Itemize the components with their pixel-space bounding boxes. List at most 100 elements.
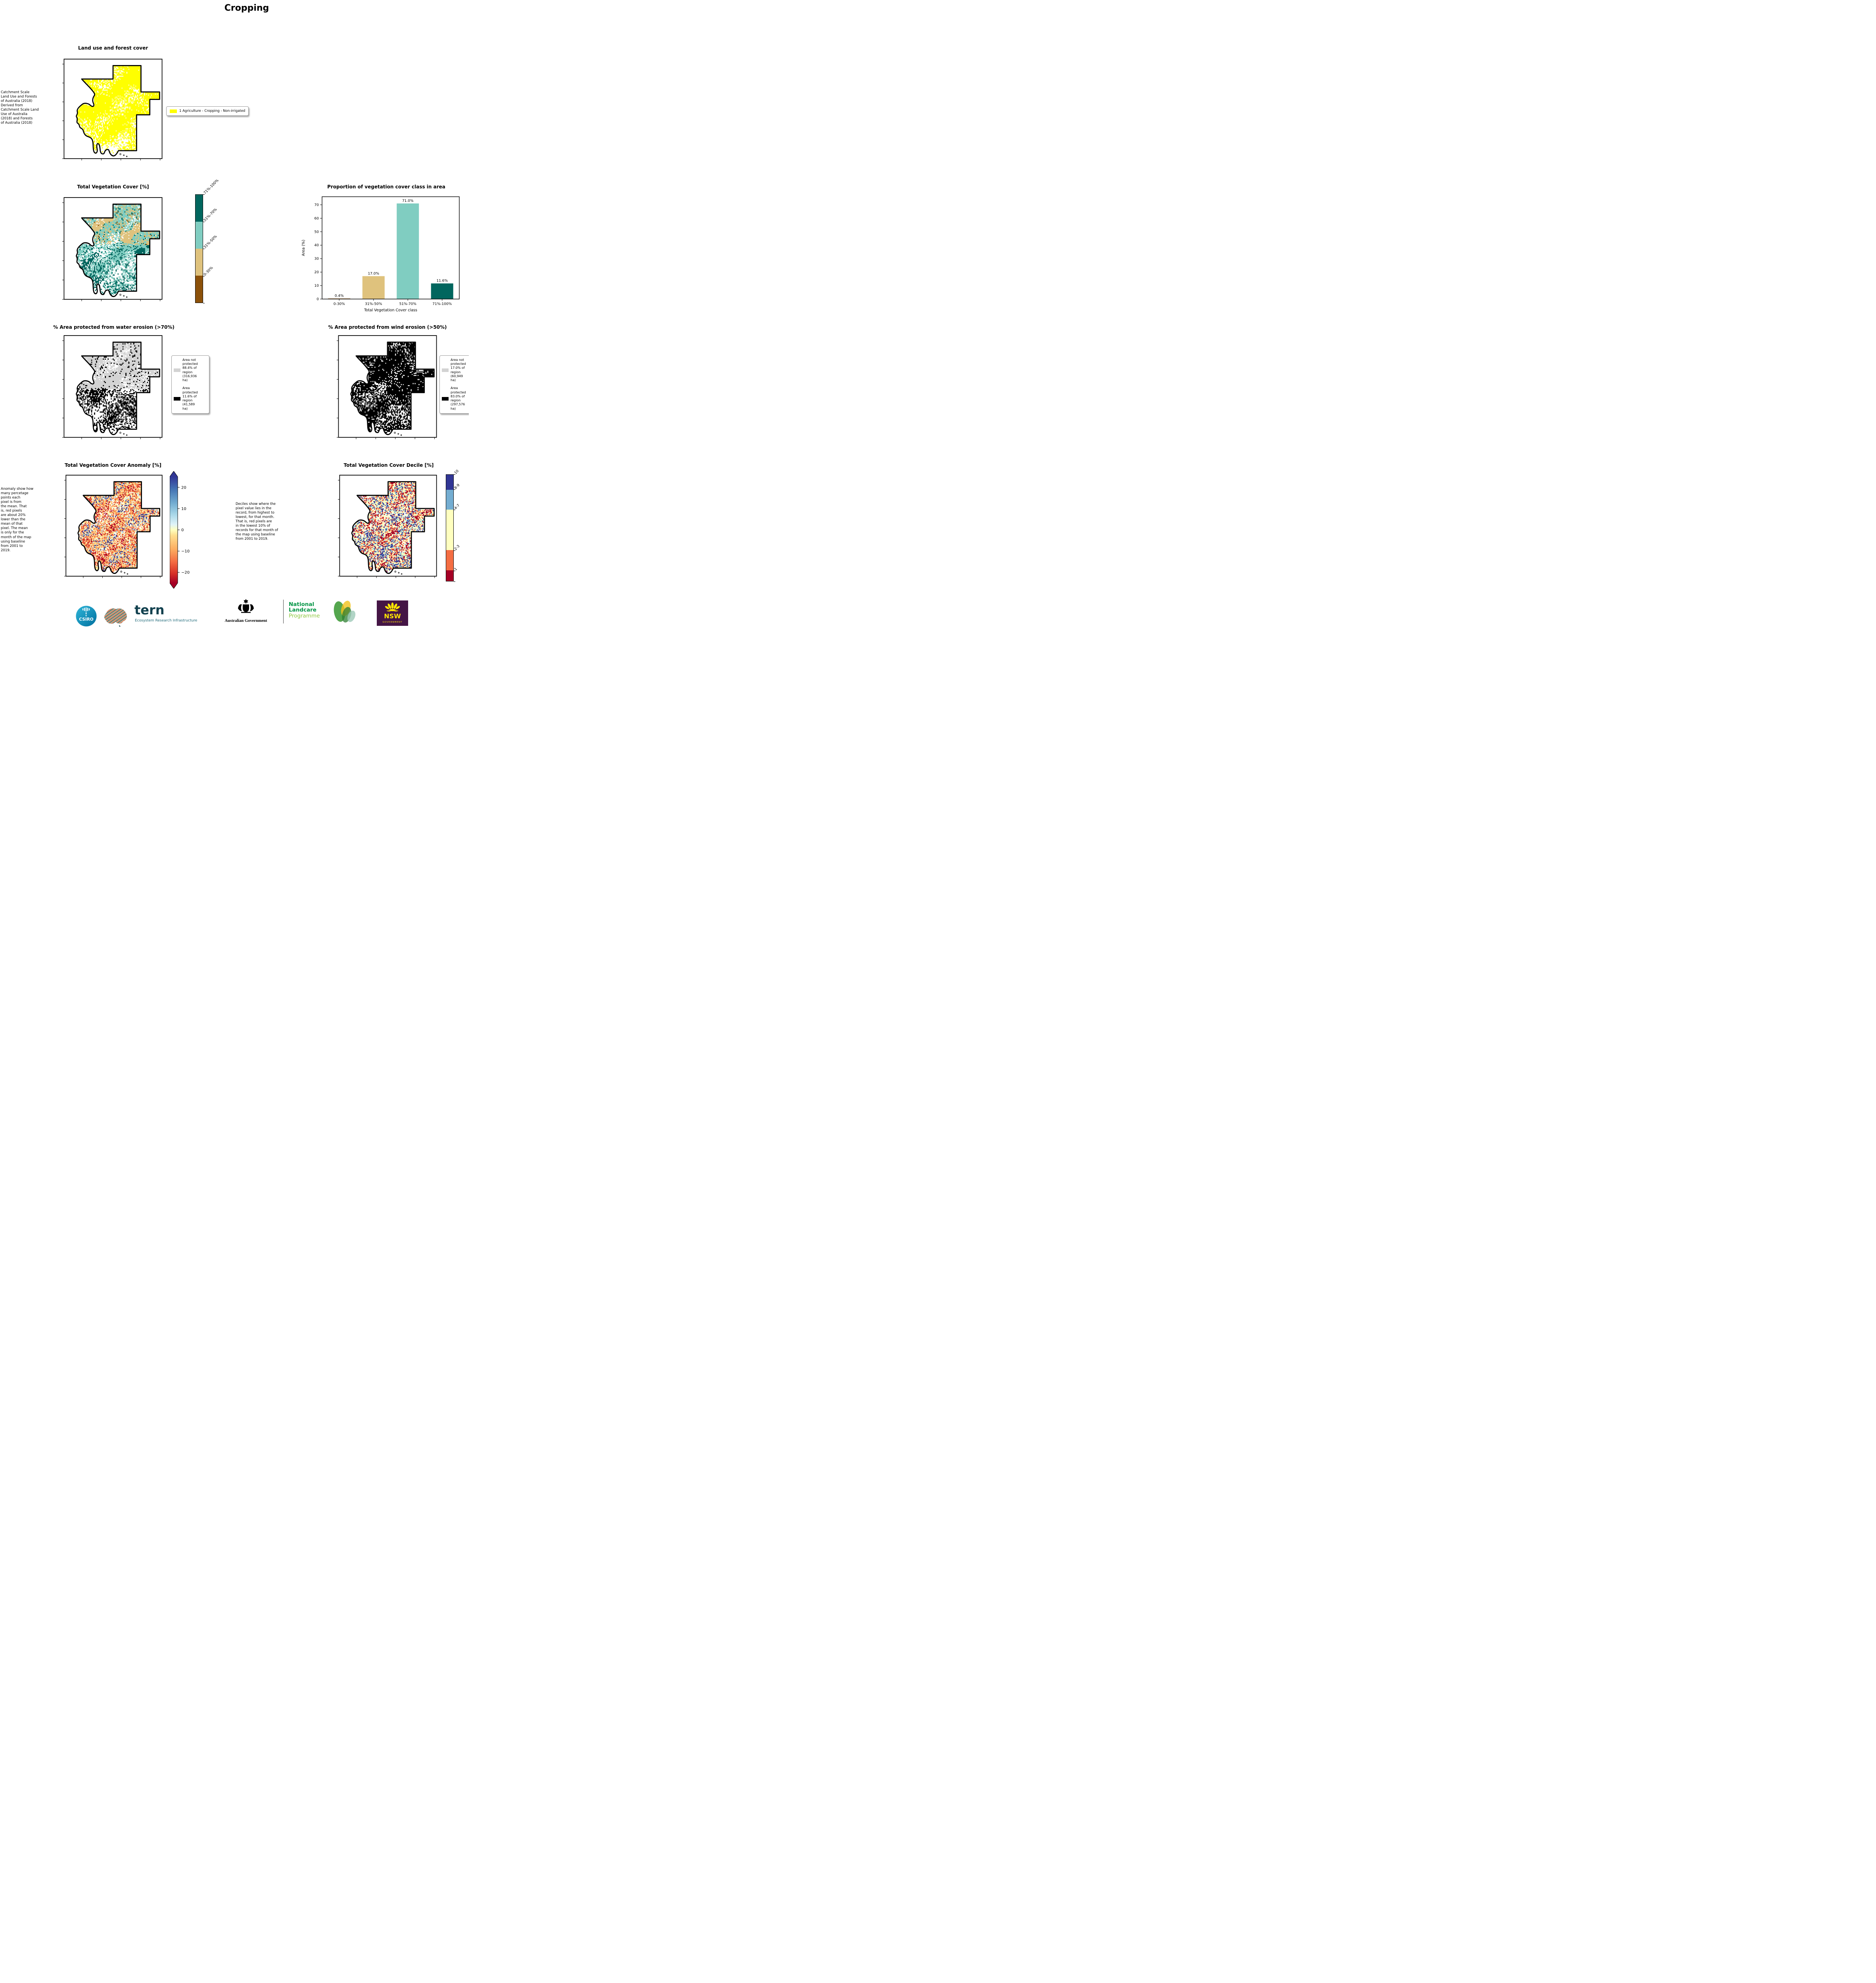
water-protected-label: Area protected 11.6% of region (41,589 h… (182, 386, 198, 410)
map-frame (63, 197, 163, 300)
wind-map-title: % Area protected from wind erosion (>50%… (328, 324, 447, 330)
tvc-colorbar-segment (196, 222, 203, 249)
national-landcare-programme-wordmark: National Landcare Programme (289, 602, 320, 619)
tvc-colorbar-label: 71%-100% (203, 178, 220, 195)
y-tick-label: 40 (315, 244, 319, 247)
decile-colorbar-bar (446, 474, 454, 581)
anomaly-colorbar-bar (170, 471, 178, 589)
y-tick-label: 60 (315, 217, 319, 221)
decile-colorbar-segment (446, 489, 453, 510)
x-tick-label: 0-30% (334, 302, 345, 306)
wind-legend-protected: Area protected 83.0% of region (297,576 … (442, 386, 468, 410)
bar-chart-title: Proportion of vegetation cover class in … (327, 184, 445, 190)
nsw-government-label: GOVERNMENT (382, 621, 402, 623)
landuse-note: Catchment Scale Land Use and Forests of … (1, 90, 39, 125)
axis-ticks (336, 340, 435, 439)
y-tick-label: 50 (315, 230, 319, 234)
australian-government-crest-icon (238, 599, 254, 613)
australian-government-label: Australian Government (224, 619, 267, 623)
nsw-waratah-icon (385, 602, 400, 612)
tvc-colorbar-label: 31%-50% (203, 234, 218, 249)
water-protected-swatch (174, 397, 180, 401)
anomaly-note: Anomaly show how many percetage points e… (1, 487, 34, 552)
landcare-line-1: National (289, 601, 315, 608)
tvc-colorbar-label: 0-30% (203, 265, 214, 277)
bar-value-label: 71.0% (402, 199, 414, 203)
chart-frame (322, 196, 460, 299)
map-frame (65, 475, 163, 577)
decile-colorbar-segment (446, 570, 453, 581)
bar-value-label: 11.6% (436, 279, 448, 283)
water-notprotected-label: Area not protected 88.4% of region (316,… (182, 358, 198, 382)
anomaly-map-canvas (63, 473, 165, 580)
x-tick-label: 31%-50% (365, 302, 382, 306)
landuse-map-title: Land use and forest cover (78, 45, 148, 51)
water-map-canvas (61, 334, 165, 441)
bar-31%-50% (362, 276, 385, 299)
landuse-legend-label: 1 Agriculture - Cropping - Non-irrigated (179, 109, 246, 113)
landcare-leaves-icon (334, 600, 356, 623)
bar-chart: 0 10 20 30 40 50 60 70 0.4% 0-30% 17.0% 31%-50% 71.0… (301, 196, 460, 313)
tvc-map-title: Total Vegetation Cover [%] (77, 184, 149, 190)
decile-note: Deciles show where the pixel value lies … (236, 502, 278, 541)
axis-ticks (62, 64, 161, 161)
wind-notprotected-swatch (442, 368, 449, 372)
water-legend: Area not protected 88.4% of region (316,… (171, 355, 209, 414)
csiro-logo: CSIRO (76, 606, 97, 627)
wind-legend: Area not protected 17.0% of region (60,9… (439, 355, 469, 414)
anomaly-map-title: Total Vegetation Cover Anomaly [%] (65, 462, 161, 468)
wind-protected-swatch (442, 397, 449, 401)
water-legend-protected: Area protected 11.6% of region (41,589 h… (174, 386, 207, 410)
decile-map-title: Total Vegetation Cover Decile [%] (343, 462, 434, 468)
csiro-soundwave-icon (82, 607, 90, 616)
tern-australia-art-icon (104, 608, 127, 627)
report-page: Cropping Land use and forest cover Catch… (0, 0, 469, 627)
decile-colorbar: 10 8-9 4-7 2-3 1 (446, 469, 469, 582)
region-outline (76, 203, 160, 297)
axis-ticks (64, 480, 161, 578)
decile-map-canvas (337, 473, 439, 580)
map-pixels-layer (352, 342, 434, 434)
decile-colorbar-segment (446, 550, 453, 571)
tvc-colorbar-segment (196, 249, 203, 276)
wind-protected-label: Area protected 83.0% of region (297,576 … (451, 386, 466, 410)
decile-colorbar-segment (446, 510, 453, 550)
map-frame (339, 475, 437, 577)
water-legend-not-protected: Area not protected 88.4% of region (316,… (174, 358, 207, 382)
tvc-colorbar-label: 51%-70% (203, 207, 218, 222)
bar-71%-100% (431, 283, 453, 299)
map-pixels-layer (77, 65, 160, 155)
map-pixels-layer (77, 342, 160, 434)
page-title: Cropping (224, 3, 269, 13)
map-frame (338, 335, 437, 438)
landcare-line-3: Programme (289, 612, 320, 619)
water-notprotected-swatch (174, 368, 180, 372)
landuse-legend-swatch (170, 109, 177, 113)
bar-51%-70% (397, 203, 419, 299)
nsw-government-logo: NSW GOVERNMENT (377, 600, 408, 626)
axis-ticks (62, 340, 161, 439)
region-outline (350, 341, 435, 435)
anomaly-colorbar-tick-label: 0 (181, 528, 184, 533)
region-outline (76, 65, 160, 157)
tvc-colorbar: 71%-100% 51%-70% 31%-50% 0-30% (195, 178, 223, 303)
wind-map-canvas (336, 334, 439, 441)
tvc-colorbar-segment (196, 276, 203, 303)
region-outline (77, 481, 160, 574)
y-tick-label: 70 (315, 203, 319, 207)
map-frame (63, 335, 163, 438)
csiro-wordmark: CSIRO (79, 617, 93, 622)
y-tick-label: 0 (317, 297, 319, 301)
tern-wordmark: tern (134, 602, 165, 618)
x-tick-label: 71%-100% (432, 302, 452, 306)
axis-ticks (62, 202, 161, 301)
region-outline (76, 341, 160, 435)
x-axis-label: Total Vegetation Cover class (364, 308, 417, 313)
y-axis-label: Area (%) (301, 240, 306, 256)
y-tick-label: 10 (315, 284, 319, 288)
tvc-map-canvas (61, 196, 165, 303)
landuse-legend: 1 Agriculture - Cropping - Non-irrigated (166, 106, 249, 116)
map-pixels-layer (352, 482, 434, 572)
tvc-colorbar-bar (195, 194, 203, 303)
tern-subtitle: Ecosystem Research Infrastructure (135, 619, 198, 623)
